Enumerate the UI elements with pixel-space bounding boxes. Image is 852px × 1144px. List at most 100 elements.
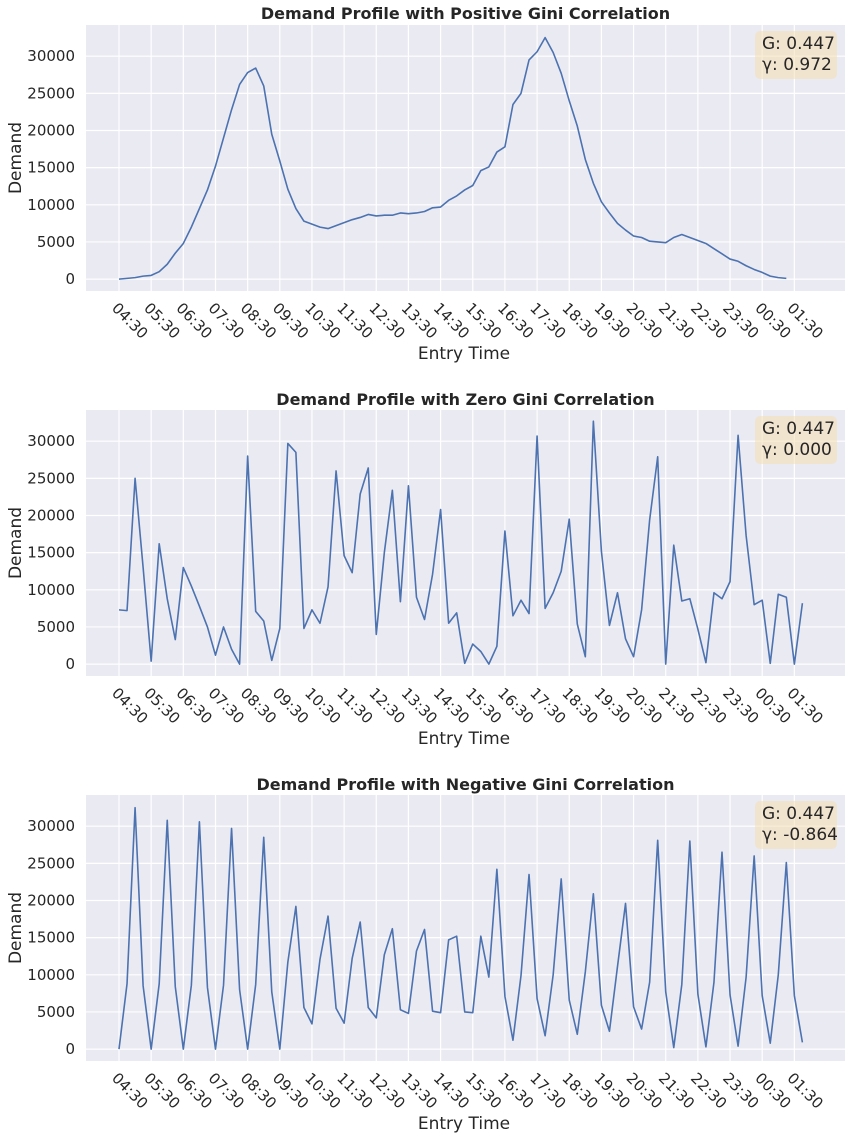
gini-label: G: 0.447 <box>762 34 835 54</box>
x-tick-label: 04:30 <box>108 684 151 727</box>
x-tick-label: 11:30 <box>333 1069 376 1112</box>
x-tick-label: 20:30 <box>623 299 666 342</box>
x-tick-label: 23:30 <box>719 684 762 727</box>
x-tick-label: 15:30 <box>462 299 505 342</box>
x-tick-label: 08:30 <box>237 1069 280 1112</box>
x-tick-label: 16:30 <box>494 299 537 342</box>
annotation-box <box>755 31 837 79</box>
demand-series-line <box>118 420 804 665</box>
x-tick-label: 07:30 <box>205 299 248 342</box>
x-tick-label: 08:30 <box>237 299 280 342</box>
x-tick-label: 16:30 <box>494 684 537 727</box>
x-tick-label: 21:30 <box>655 299 698 342</box>
x-tick-label: 20:30 <box>623 1069 666 1112</box>
x-tick-label: 14:30 <box>430 299 473 342</box>
x-axis-label: Entry Time <box>418 344 510 364</box>
y-tick-label: 10000 <box>27 966 75 984</box>
x-tick-label: 04:30 <box>108 299 151 342</box>
gini-label: G: 0.447 <box>762 804 835 824</box>
plot-area <box>86 25 845 291</box>
y-tick-label: 5000 <box>37 233 75 251</box>
x-axis-label: Entry Time <box>418 729 510 749</box>
y-tick-label: 10000 <box>27 581 75 599</box>
y-tick-label: 20000 <box>27 507 75 525</box>
y-tick-label: 25000 <box>27 469 75 487</box>
x-tick-label: 09:30 <box>269 684 312 727</box>
x-tick-label: 10:30 <box>301 299 344 342</box>
x-tick-label: 17:30 <box>526 684 569 727</box>
x-tick-label: 18:30 <box>558 299 601 342</box>
x-tick-label: 06:30 <box>172 684 215 727</box>
x-tick-label: 19:30 <box>591 1069 634 1112</box>
y-tick-label: 10000 <box>27 196 75 214</box>
x-tick-label: 16:30 <box>494 1069 537 1112</box>
y-tick-label: 5000 <box>37 1003 75 1021</box>
x-tick-label: 09:30 <box>269 1069 312 1112</box>
x-tick-label: 23:30 <box>719 1069 762 1112</box>
gamma-label: γ: 0.000 <box>762 440 832 460</box>
y-tick-label: 15000 <box>27 159 75 177</box>
demand-series-line <box>118 806 804 1050</box>
x-tick-label: 06:30 <box>172 299 215 342</box>
y-tick-label: 20000 <box>27 122 75 140</box>
y-tick-label: 25000 <box>27 854 75 872</box>
x-tick-label: 17:30 <box>526 1069 569 1112</box>
x-tick-label: 21:30 <box>655 684 698 727</box>
y-tick-label: 25000 <box>27 84 75 102</box>
x-tick-label: 01:30 <box>784 1069 827 1112</box>
x-tick-label: 07:30 <box>205 1069 248 1112</box>
y-tick-label: 0 <box>65 1040 75 1058</box>
x-tick-label: 12:30 <box>365 684 408 727</box>
x-tick-label: 05:30 <box>140 299 183 342</box>
x-tick-label: 17:30 <box>526 299 569 342</box>
x-tick-label: 10:30 <box>301 684 344 727</box>
x-tick-label: 14:30 <box>430 684 473 727</box>
x-tick-label: 22:30 <box>687 299 730 342</box>
x-tick-label: 11:30 <box>333 299 376 342</box>
x-tick-label: 05:30 <box>140 1069 183 1112</box>
y-axis-label: Demand <box>6 892 26 964</box>
x-tick-label: 12:30 <box>365 1069 408 1112</box>
y-axis-label: Demand <box>6 122 26 194</box>
x-tick-label: 22:30 <box>687 1069 730 1112</box>
gamma-label: γ: -0.864 <box>762 825 838 845</box>
plot-area <box>86 795 845 1061</box>
x-tick-label: 20:30 <box>623 684 666 727</box>
x-tick-label: 00:30 <box>751 299 794 342</box>
y-tick-label: 0 <box>65 270 75 288</box>
x-tick-label: 18:30 <box>558 1069 601 1112</box>
x-tick-label: 13:30 <box>398 684 441 727</box>
chart-panel-2: 0 5000 10000 15000 20000 25000 30000 04:3005:30… <box>6 390 845 749</box>
x-tick-label: 10:30 <box>301 1069 344 1112</box>
x-tick-label: 07:30 <box>205 684 248 727</box>
chart-title: Demand Profile with Positive Gini Correl… <box>261 4 670 23</box>
x-axis-label: Entry Time <box>418 1114 510 1134</box>
demand-series-line <box>118 36 787 280</box>
chart-title: Demand Profile with Zero Gini Correlatio… <box>276 390 654 409</box>
x-tick-label: 13:30 <box>398 1069 441 1112</box>
plot-area <box>86 410 845 676</box>
y-tick-label: 15000 <box>27 544 75 562</box>
x-tick-label: 00:30 <box>751 684 794 727</box>
x-tick-label: 15:30 <box>462 1069 505 1112</box>
chart-title: Demand Profile with Negative Gini Correl… <box>257 775 675 794</box>
y-tick-label: 15000 <box>27 929 75 947</box>
x-tick-label: 04:30 <box>108 1069 151 1112</box>
annotation-box <box>755 416 837 464</box>
y-tick-label: 20000 <box>27 892 75 910</box>
x-tick-label: 05:30 <box>140 684 183 727</box>
annotation-box <box>755 801 837 849</box>
chart-panel-3: 0 5000 10000 15000 20000 25000 30000 04:3005:30… <box>6 775 845 1134</box>
y-tick-label: 0 <box>65 655 75 673</box>
x-tick-label: 09:30 <box>269 299 312 342</box>
y-tick-label: 5000 <box>37 618 75 636</box>
y-tick-label: 30000 <box>27 47 75 65</box>
x-tick-label: 15:30 <box>462 684 505 727</box>
x-tick-label: 18:30 <box>558 684 601 727</box>
chart-panel-1: 0 5000 10000 15000 20000 25000 30000 04:3005:30… <box>6 4 845 364</box>
x-tick-label: 01:30 <box>784 684 827 727</box>
x-tick-label: 14:30 <box>430 1069 473 1112</box>
x-tick-label: 11:30 <box>333 684 376 727</box>
